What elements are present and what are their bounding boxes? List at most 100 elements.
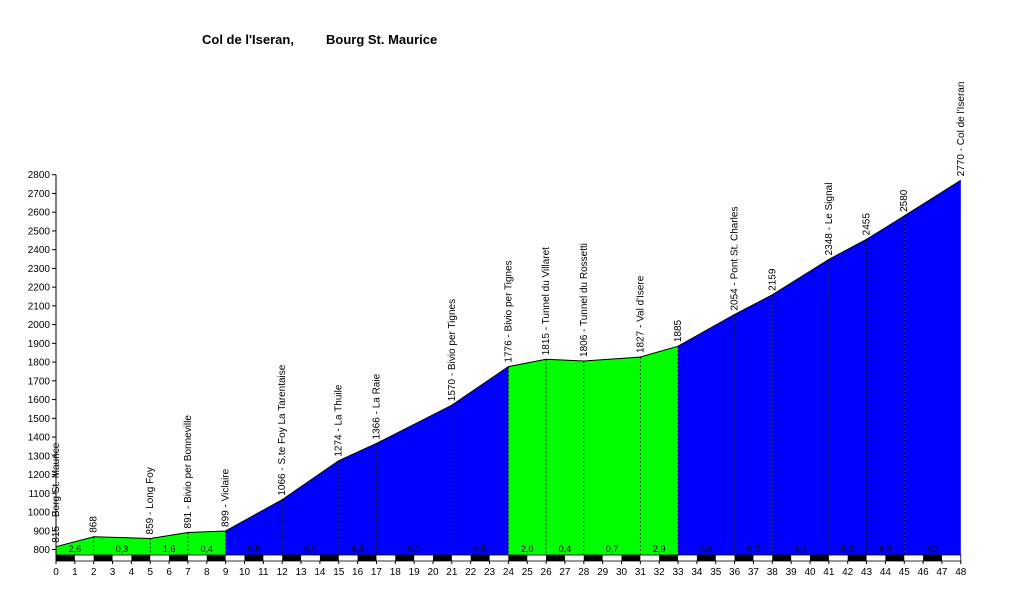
y-tick-label-1900: 1900 [28,339,51,350]
gradient-label-16: 5,3 [841,544,854,554]
x-tick-label-20: 20 [427,567,439,578]
y-tick-label-2300: 2300 [28,264,51,275]
x-tick-label-33: 33 [672,567,684,578]
gradient-segments [55,179,962,556]
waypoint-label-0: 815 - Borg St. Maurice [51,442,62,542]
x-tick-label-25: 25 [522,567,534,578]
strip-km-18 [395,555,415,561]
x-tick-label-10: 10 [239,567,251,578]
x-tick-label-1: 1 [72,567,78,578]
waypoint-label-8: 1570 - Bivio per Tignes [447,299,458,401]
gradient-label-17: 6,3 [879,544,892,554]
y-tick-label-2100: 2100 [28,301,51,312]
strip-km-22 [470,555,490,561]
segment-area-10 [546,359,584,555]
y-tick-label-2200: 2200 [28,283,51,294]
strip-km-34 [696,555,716,561]
waypoint-label-17: 2455 [862,213,873,236]
distance-strip [55,554,962,562]
segment-area-14 [734,294,773,555]
x-tick-label-28: 28 [578,567,590,578]
x-tick-label-39: 39 [786,567,798,578]
gradient-label-7: 5,1 [408,544,421,554]
segment-area-12 [640,346,679,555]
waypoint-label-2: 859 - Long Foy [145,467,156,534]
gradient-label-18: 6,3 [926,544,939,554]
x-tick-label-43: 43 [861,567,873,578]
gradient-label-2: 1,6 [163,544,176,554]
strip-km-0 [56,555,75,561]
waypoint-label-9: 1776 - Bivio per Tignes [503,260,514,362]
y-tick-label-2800: 2800 [28,170,51,181]
strip-km-40 [810,555,829,561]
segment-area-15 [772,259,829,555]
waypoint-label-5: 1066 - S.te Foy La Tarentaise [277,364,288,495]
y-tick-label-1200: 1200 [28,470,51,481]
x-tick-label-18: 18 [390,567,402,578]
y-tick-label-2500: 2500 [28,226,51,237]
waypoint-labels: 815 - Borg St. Maurice 868 859 - Long Foy 8… [51,82,967,543]
x-tick-label-19: 19 [409,567,421,578]
chart-subtitle: Bourg St. Maurice [326,32,437,47]
strip-km-14 [319,555,339,561]
x-tick-label-44: 44 [880,567,892,578]
x-tick-label-35: 35 [710,567,722,578]
segment-area-16 [828,239,867,555]
y-tick-label-1600: 1600 [28,395,51,406]
x-tick-label-26: 26 [541,567,553,578]
waypoint-label-6: 1274 - La Thuile [334,384,345,457]
x-tick-label-42: 42 [842,567,854,578]
strip-km-38 [772,555,792,561]
waypoint-label-10: 1815 - Tunnel du Villaret [541,247,552,355]
x-tick-label-45: 45 [899,567,911,578]
gradient-label-3: 0,4 [201,544,214,554]
strip-km-24 [508,555,528,561]
x-tick-label-3: 3 [110,567,116,578]
strip-km-46 [923,555,942,561]
strip-km-2 [93,555,113,561]
gradient-label-0: 2,6 [69,544,82,554]
x-tick-label-31: 31 [635,567,647,578]
strip-km-30 [621,555,641,561]
y-tick-label-2400: 2400 [28,245,51,256]
x-tick-label-12: 12 [277,567,289,578]
x-tick-label-14: 14 [314,567,326,578]
x-tick-label-40: 40 [804,567,816,578]
x-tick-label-29: 29 [597,567,609,578]
gradient-label-9: 2,0 [521,544,534,554]
x-tick-label-23: 23 [484,567,496,578]
x-tick-label-2: 2 [91,567,97,578]
waypoint-label-7: 1366 - La Raie [371,373,382,439]
x-tick-label-30: 30 [616,567,628,578]
y-tick-label-1100: 1100 [28,489,50,500]
x-tick-label-32: 32 [654,567,666,578]
strip-km-44 [885,555,905,561]
y-tick-label-1700: 1700 [28,376,51,387]
x-tick-label-0: 0 [53,567,59,578]
gradient-label-4: 5,6 [248,544,261,554]
x-tick-label-41: 41 [823,567,835,578]
waypoint-label-13: 1885 [673,319,684,342]
x-tick-label-11: 11 [258,567,269,578]
gradient-labels: 2,6 0,3 1,6 0,4 5,6 6,9 4,6 5,1 6,9 2,0 0,4 0,7 2,9 5… [69,544,939,554]
strip-km-36 [734,555,754,561]
strip-km-28 [583,555,603,561]
x-tick-label-22: 22 [465,567,477,578]
waypoint-label-11: 1806 - Tunnel du Rossetti [579,243,590,357]
gradient-label-13: 5,6 [700,544,713,554]
strip-km-20 [433,555,452,561]
segment-area-1 [93,536,151,555]
segment-area-5 [282,460,339,555]
y-tick-label-1300: 1300 [28,451,51,462]
segment-area-9 [508,359,547,555]
y-tick-label-1500: 1500 [28,414,51,425]
segment-area-0 [56,536,94,555]
gradient-label-15: 6,3 [794,544,807,554]
x-axis: 0 1 2 3 4 5 6 7 8 9 10 11 12 13 14 15 16 17 18 19 20 21 22 23 24… [53,561,967,578]
gradient-label-6: 4,6 [351,544,364,554]
x-tick-label-15: 15 [333,567,345,578]
waypoint-label-18: 2580 [899,189,910,212]
strip-km-12 [282,555,302,561]
x-tick-label-24: 24 [503,567,515,578]
